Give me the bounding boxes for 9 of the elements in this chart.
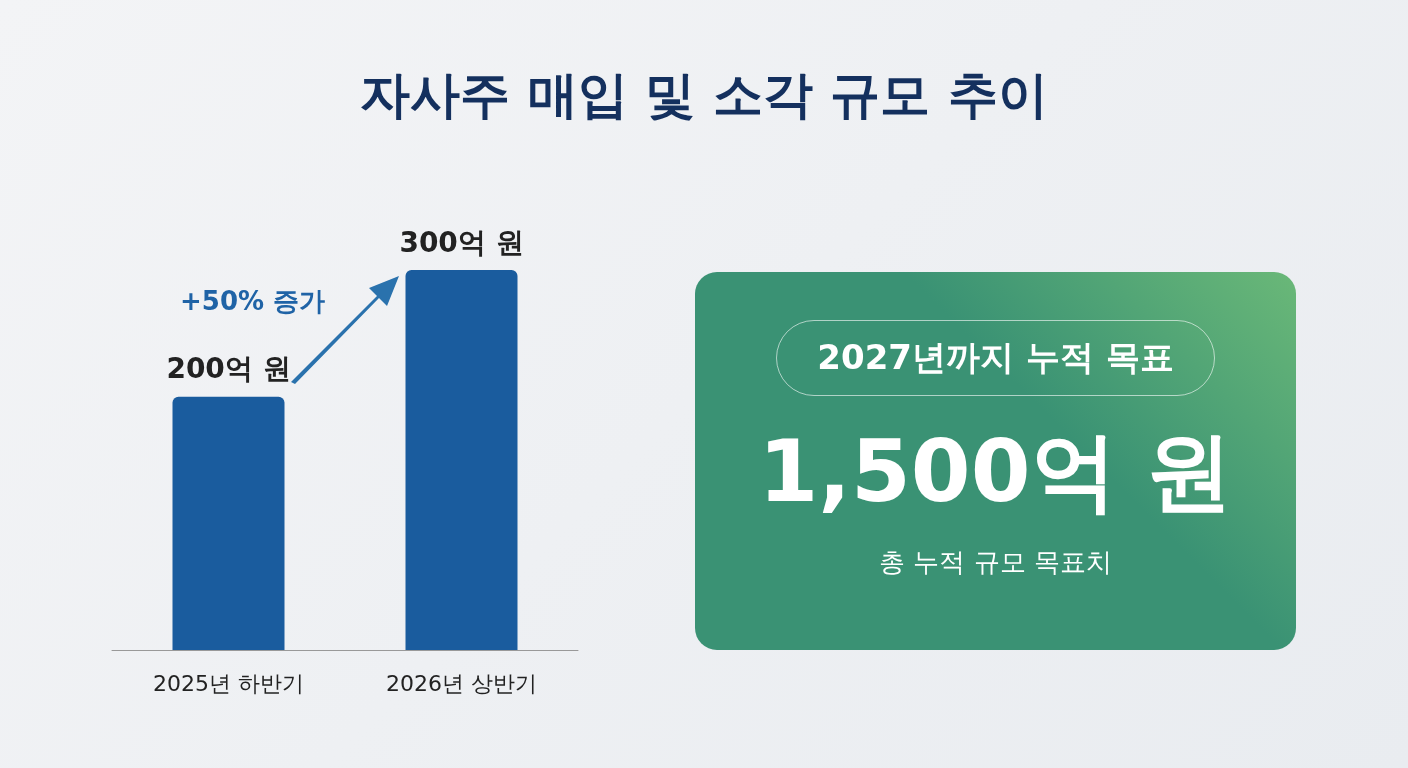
text: 자사주 매입 및 소각 규모 추이 — [359, 65, 1049, 126]
x-tick-label: 2026년 상반기 — [386, 670, 537, 696]
data-label: 300억 원 — [399, 225, 524, 259]
text: 1,500억 원 — [757, 420, 1234, 523]
x-tick-label: 2025년 하반기 — [153, 670, 304, 696]
text: 2027년까지 누적 목표 — [776, 320, 1215, 396]
annotation: +50% 증가 — [180, 285, 326, 318]
text: 총 누적 규모 목표치 — [878, 546, 1113, 579]
data-label: 200억 원 — [166, 352, 291, 386]
